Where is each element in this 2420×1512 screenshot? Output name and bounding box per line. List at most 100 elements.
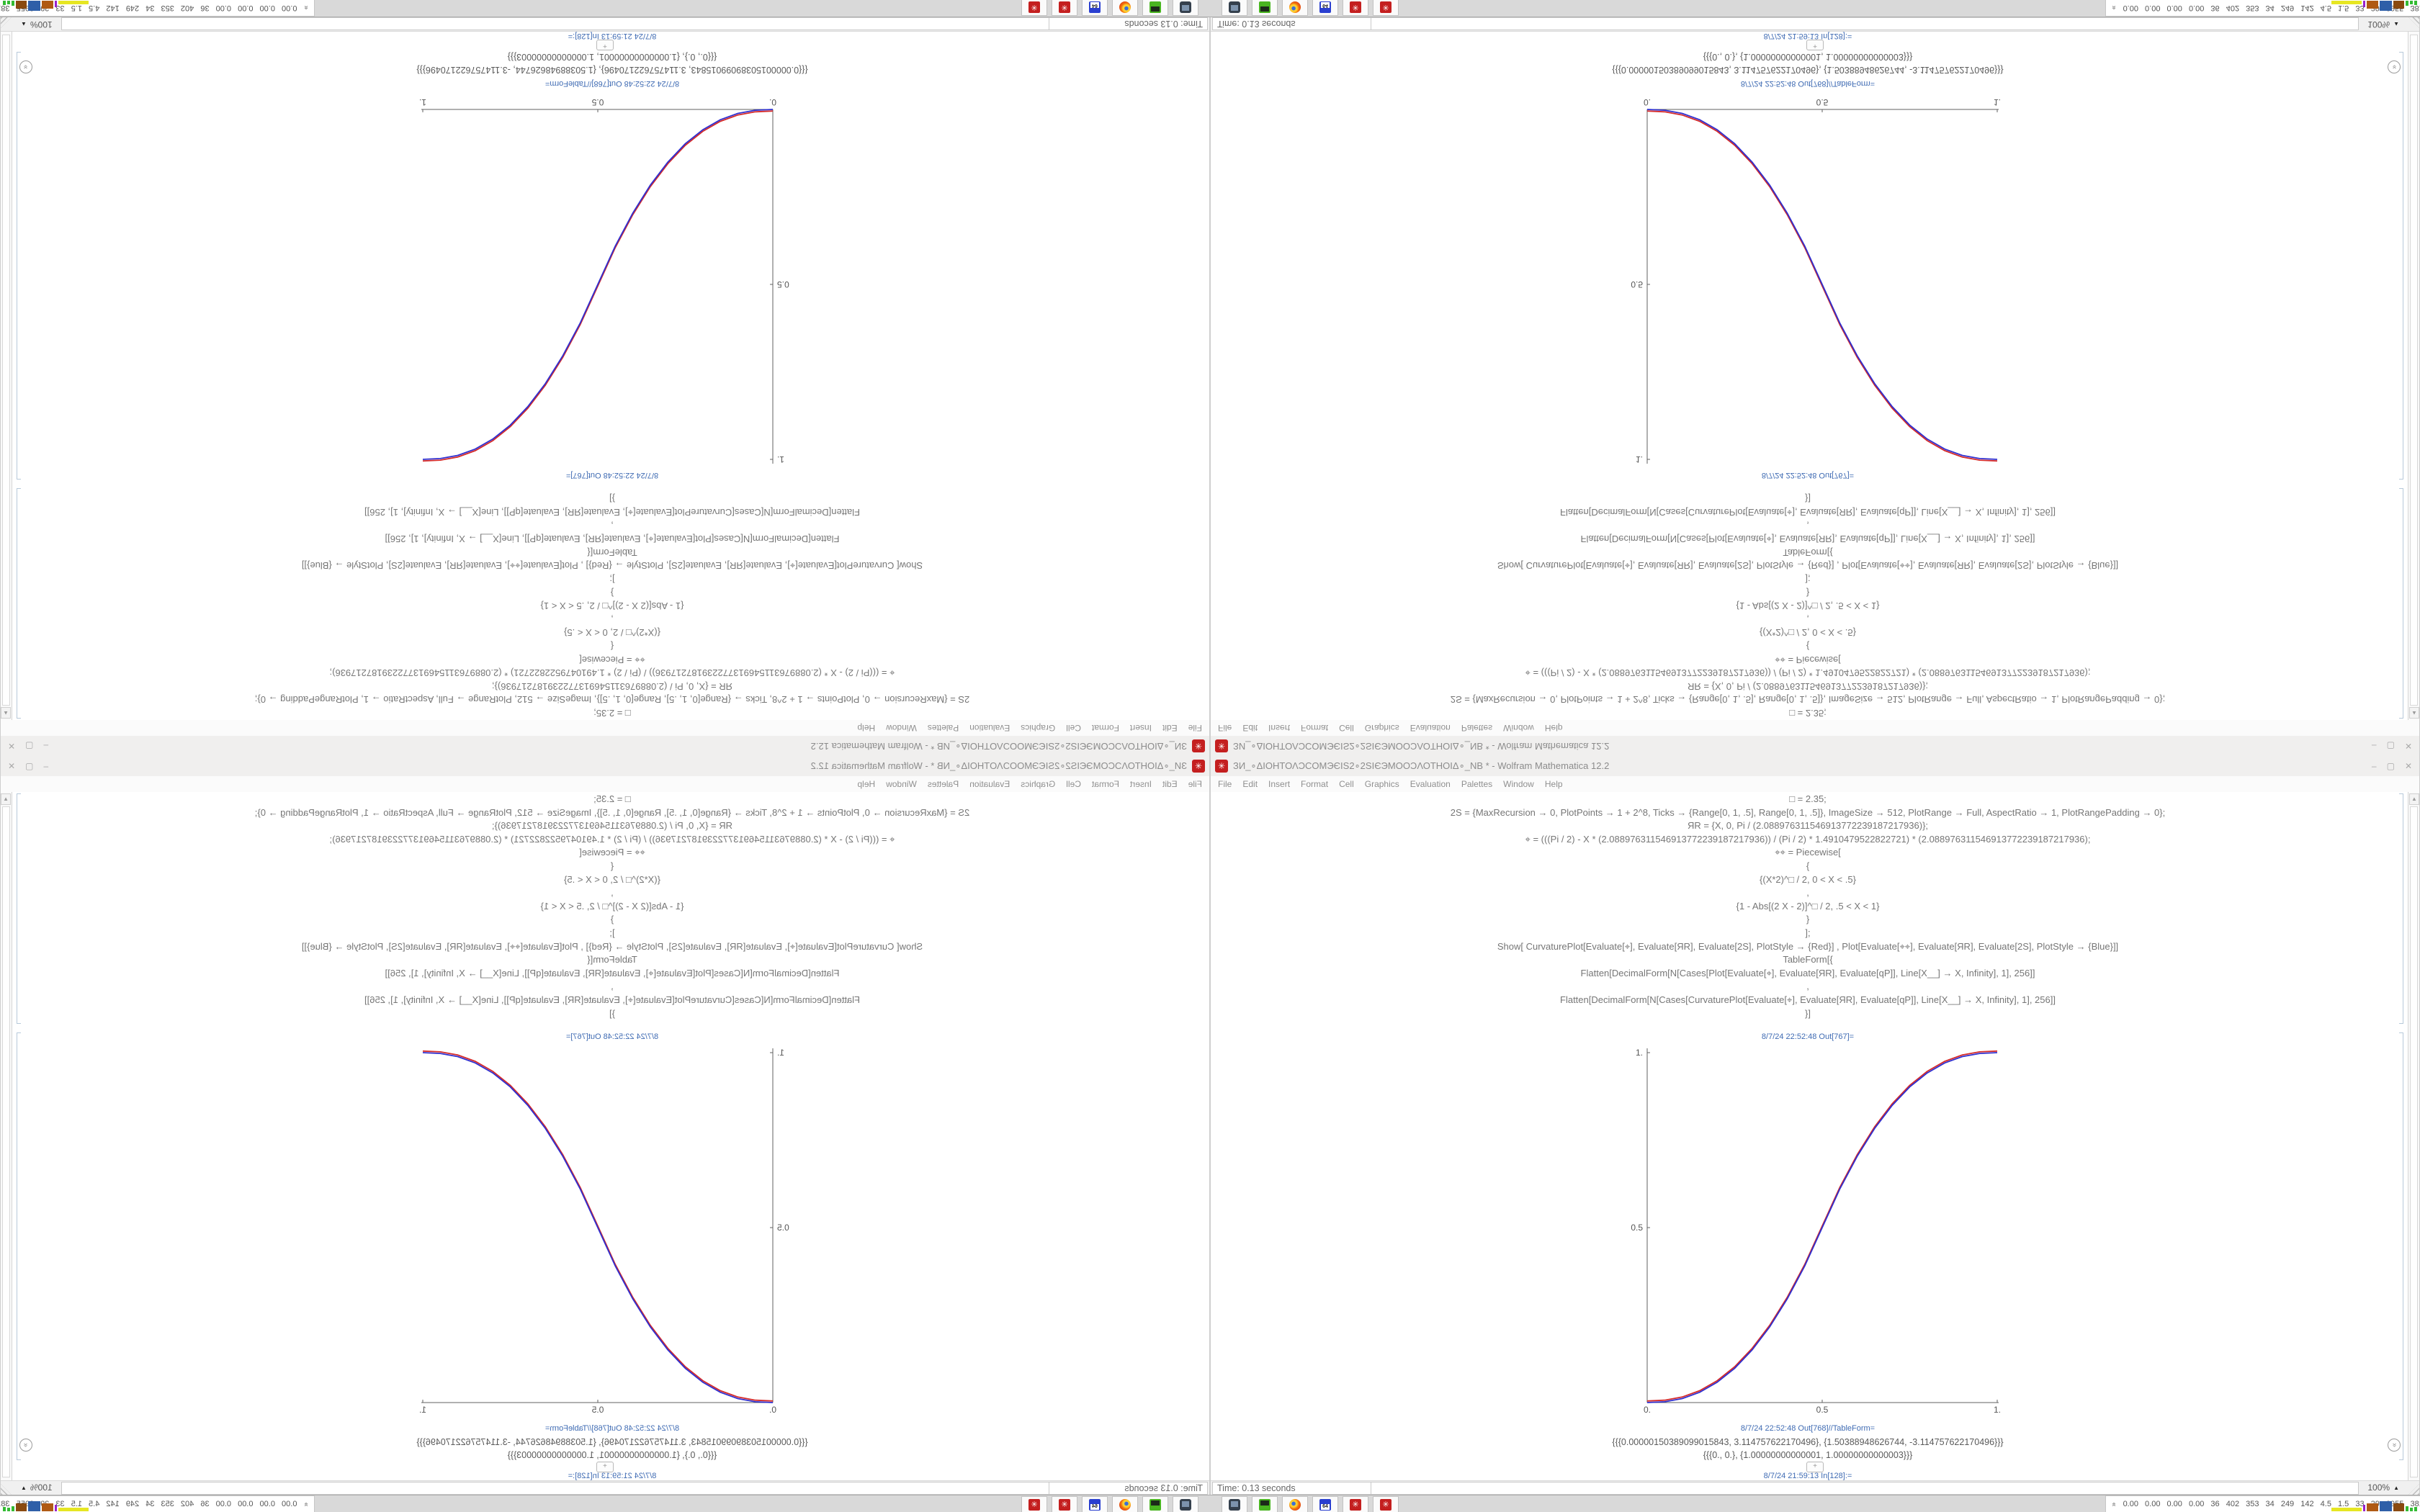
menu-item-file[interactable]: File — [1218, 779, 1232, 789]
menu-item-cell[interactable]: Cell — [1339, 723, 1354, 733]
menu-item-graphics[interactable]: Graphics — [1021, 779, 1056, 789]
resize-grip-icon[interactable] — [2408, 1484, 2419, 1495]
taskbar-button-screenshot[interactable] — [1222, 1496, 1247, 1512]
menu-item-insert[interactable]: Insert — [1129, 779, 1152, 789]
taskbar-button-mathematica[interactable]: ✳ — [1343, 0, 1368, 16]
menu-item-insert[interactable]: Insert — [1268, 723, 1291, 733]
minimize-button[interactable]: – — [2371, 741, 2377, 751]
maximize-button[interactable]: ▢ — [25, 741, 34, 751]
menu-item-window[interactable]: Window — [886, 723, 917, 733]
titlebar[interactable]: ✳ ЗИ_∘ΔΙΟΗΤΟΛϽCOMЭЄIS2∘2SIЄЭMOOϽΛΟΤΗΟΙΔ∘… — [1211, 735, 2419, 756]
menu-item-help[interactable]: Help — [1544, 723, 1563, 733]
taskbar-button-mathematica[interactable]: ✳ — [1052, 0, 1077, 16]
vertical-scrollbar[interactable]: ▲ — [1, 32, 12, 720]
taskbar-button-floppy64[interactable]: 64 — [1312, 1496, 1338, 1512]
taskbar-button-device[interactable] — [1252, 1496, 1278, 1512]
insert-cell-button[interactable]: + — [1806, 1462, 1824, 1472]
resize-grip-icon[interactable] — [1, 17, 12, 28]
resize-grip-icon[interactable] — [2408, 17, 2419, 28]
menu-item-edit[interactable]: Edit — [1162, 723, 1178, 733]
taskbar-button-floppy64[interactable]: 64 — [1312, 0, 1338, 16]
maximize-button[interactable]: ▢ — [25, 761, 34, 771]
taskbar-button-mathematica[interactable]: ✳ — [1343, 1496, 1368, 1512]
titlebar[interactable]: ✳ ЗИ_∘ΔΙΟΗΤΟΛϽCOMЭЄIS2∘2SIЄЭMOOϽΛΟΤΗΟΙΔ∘… — [1, 756, 1209, 777]
minimize-button[interactable]: – — [43, 741, 49, 751]
scroll-to-end-button[interactable]: » — [19, 60, 32, 73]
menu-item-insert[interactable]: Insert — [1268, 779, 1291, 789]
insert-cell-button[interactable]: + — [596, 40, 614, 50]
cell-bracket[interactable] — [2399, 1032, 2403, 1460]
insert-cell-button[interactable]: + — [1806, 40, 1824, 50]
taskbar-button-firefox[interactable] — [1112, 1496, 1138, 1512]
close-button[interactable]: ✕ — [8, 761, 16, 771]
notebook[interactable]: □ = 2.35; 2S = {MaxRecursion → 0, PlotPo… — [1211, 792, 2419, 1480]
menu-item-evaluation[interactable]: Evaluation — [1410, 779, 1451, 789]
menu-item-format[interactable]: Format — [1091, 779, 1119, 789]
menu-item-help[interactable]: Help — [857, 779, 876, 789]
scrollbar-track[interactable] — [2410, 806, 2418, 1477]
expander-chevrons-icon[interactable]: « — [2110, 6, 2118, 10]
taskbar-button-screenshot[interactable] — [1173, 0, 1198, 16]
scroll-to-end-button[interactable]: » — [2388, 1439, 2401, 1452]
menu-item-palettes[interactable]: Palettes — [927, 779, 959, 789]
cell-bracket[interactable] — [17, 793, 21, 1024]
menu-item-evaluation[interactable]: Evaluation — [969, 779, 1010, 789]
notebook[interactable]: □ = 2.35; 2S = {MaxRecursion → 0, PlotPo… — [1, 32, 1209, 720]
scrollbar-track[interactable] — [2, 35, 10, 706]
minimize-button[interactable]: – — [2371, 761, 2377, 771]
magnification-control[interactable]: 100% ▲ — [21, 19, 53, 30]
taskbar-button-screenshot[interactable] — [1173, 1496, 1198, 1512]
code-cell[interactable]: □ = 2.35; 2S = {MaxRecursion → 0, PlotPo… — [15, 793, 1209, 1021]
menu-item-file[interactable]: File — [1188, 723, 1202, 733]
cell-bracket[interactable] — [17, 1032, 21, 1460]
menu-item-format[interactable]: Format — [1301, 779, 1329, 789]
magnification-control[interactable]: 100% ▲ — [21, 1482, 53, 1493]
cell-bracket[interactable] — [17, 488, 21, 719]
menu-item-format[interactable]: Format — [1091, 723, 1119, 733]
menu-item-file[interactable]: File — [1218, 723, 1232, 733]
magnification-control[interactable]: 100% ▲ — [2367, 19, 2399, 30]
notebook[interactable]: □ = 2.35; 2S = {MaxRecursion → 0, PlotPo… — [1211, 32, 2419, 720]
close-button[interactable]: ✕ — [2404, 741, 2412, 751]
code-cell[interactable]: □ = 2.35; 2S = {MaxRecursion → 0, PlotPo… — [1211, 793, 2405, 1021]
menu-item-format[interactable]: Format — [1301, 723, 1329, 733]
cell-bracket[interactable] — [2399, 488, 2403, 719]
taskbar-button-device[interactable] — [1142, 1496, 1168, 1512]
vertical-scrollbar[interactable]: ▲ — [2408, 792, 2419, 1480]
menu-item-palettes[interactable]: Palettes — [927, 723, 959, 733]
taskbar-button-firefox[interactable] — [1112, 0, 1138, 16]
menu-item-palettes[interactable]: Palettes — [1461, 723, 1493, 733]
taskbar-button-firefox[interactable] — [1282, 1496, 1308, 1512]
cell-bracket[interactable] — [17, 52, 21, 480]
taskbar-button-mathematica-2[interactable]: ✳ — [1373, 1496, 1399, 1512]
taskbar-button-device[interactable] — [1252, 0, 1278, 16]
menu-item-window[interactable]: Window — [1503, 723, 1534, 733]
menu-item-cell[interactable]: Cell — [1339, 779, 1354, 789]
menu-item-evaluation[interactable]: Evaluation — [969, 723, 1010, 733]
minimize-button[interactable]: – — [43, 761, 49, 771]
scroll-up-arrow-icon[interactable]: ▲ — [1, 707, 11, 719]
taskbar-button-mathematica-2[interactable]: ✳ — [1021, 0, 1047, 16]
taskbar-button-mathematica-2[interactable]: ✳ — [1373, 0, 1399, 16]
titlebar[interactable]: ✳ ЗИ_∘ΔΙΟΗΤΟΛϽCOMЭЄIS2∘2SIЄЭMOOϽΛΟΤΗΟΙΔ∘… — [1, 735, 1209, 756]
taskbar-button-mathematica-2[interactable]: ✳ — [1021, 1496, 1047, 1512]
close-button[interactable]: ✕ — [8, 741, 16, 751]
expander-chevrons-icon[interactable]: « — [302, 6, 310, 10]
menu-item-evaluation[interactable]: Evaluation — [1410, 723, 1451, 733]
scroll-up-arrow-icon[interactable]: ▲ — [2409, 793, 2419, 805]
menu-item-edit[interactable]: Edit — [1242, 779, 1258, 789]
expander-chevrons-icon[interactable]: « — [2110, 1502, 2118, 1506]
scrollbar-track[interactable] — [2410, 35, 2418, 706]
menu-item-graphics[interactable]: Graphics — [1364, 723, 1399, 733]
scroll-to-end-button[interactable]: » — [2388, 60, 2401, 73]
cell-bracket[interactable] — [2399, 793, 2403, 1024]
menu-item-edit[interactable]: Edit — [1242, 723, 1258, 733]
menu-item-help[interactable]: Help — [1544, 779, 1563, 789]
taskbar-button-device[interactable] — [1142, 0, 1168, 16]
close-button[interactable]: ✕ — [2404, 761, 2412, 771]
resize-grip-icon[interactable] — [1, 1484, 12, 1495]
taskbar-button-screenshot[interactable] — [1222, 0, 1247, 16]
expander-chevrons-icon[interactable]: « — [302, 1502, 310, 1506]
menu-item-window[interactable]: Window — [886, 779, 917, 789]
taskbar-button-floppy64[interactable]: 64 — [1082, 1496, 1108, 1512]
